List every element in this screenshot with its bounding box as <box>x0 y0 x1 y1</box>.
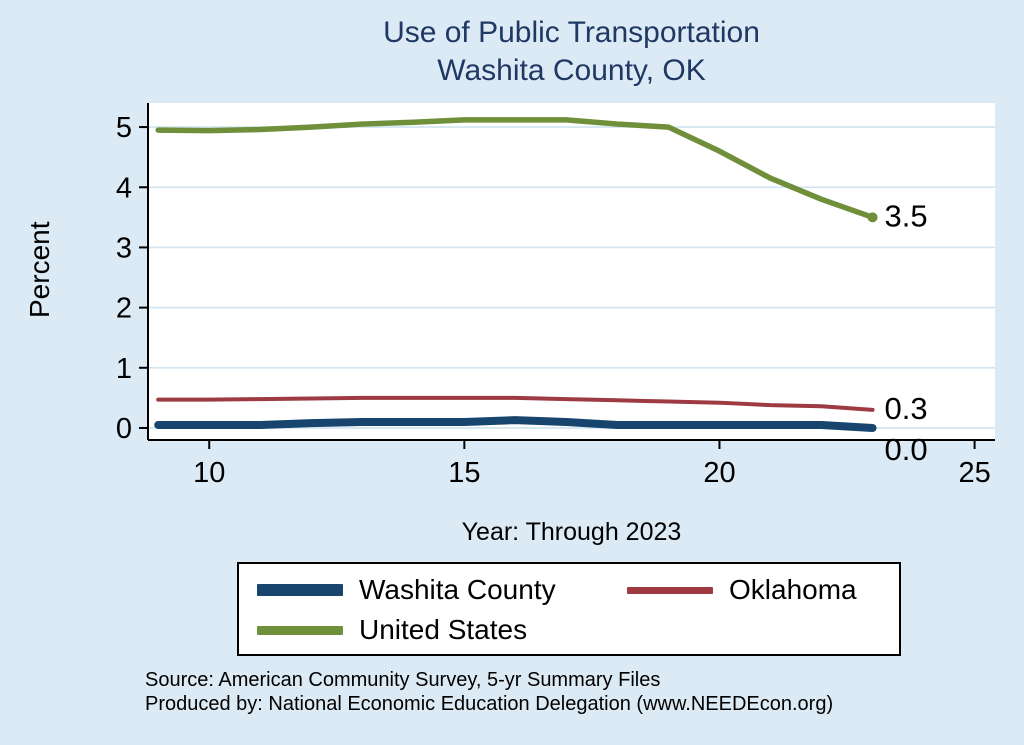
chart-title-line2: Washita County, OK <box>437 54 706 87</box>
legend-item-oklahoma: Oklahoma <box>627 574 899 606</box>
x-tick-label: 10 <box>193 457 225 489</box>
united-states-line-swatch <box>257 625 343 635</box>
series-line-washita-county <box>154 416 877 432</box>
oklahoma-line-swatch <box>627 586 713 594</box>
y-tick-label: 5 <box>116 112 132 144</box>
legend-label-oklahoma: Oklahoma <box>729 574 857 605</box>
y-tick-label: 3 <box>116 232 132 264</box>
plot-background <box>148 103 995 440</box>
legend: Washita County Oklahoma United States <box>237 562 901 656</box>
source-line: Source: American Community Survey, 5-yr … <box>145 669 661 691</box>
x-tick-label: 15 <box>448 457 480 489</box>
source-note: Source: American Community Survey, 5-yr … <box>145 668 833 716</box>
series-line-oklahoma <box>156 395 875 412</box>
legend-label-washita-county: Washita County <box>359 574 556 605</box>
y-tick-label: 4 <box>116 172 132 204</box>
end-label-oklahoma: 0.3 <box>885 391 928 426</box>
end-label-united-states: 3.5 <box>885 198 928 233</box>
x-tick-label: 25 <box>958 457 990 489</box>
series-line-united-states <box>155 117 876 221</box>
chart-title: Use of Public Transportation Washita Cou… <box>148 14 995 90</box>
legend-item-washita-county: Washita County <box>257 574 627 606</box>
x-tick-label: 20 <box>703 457 735 489</box>
y-tick-label: 0 <box>116 413 132 445</box>
x-axis-label: Year: Through 2023 <box>461 518 682 546</box>
y-tick-label: 1 <box>116 353 132 385</box>
washita-county-line-swatch <box>257 584 343 596</box>
united-states-end-marker <box>867 212 878 223</box>
producer-line: Produced by: National Economic Education… <box>145 693 834 715</box>
chart-title-line1: Use of Public Transportation <box>383 16 760 49</box>
end-label-washita-county: 0.0 <box>885 432 928 467</box>
legend-label-united-states: United States <box>359 614 528 645</box>
legend-item-united-states: United States <box>257 614 627 646</box>
y-tick-label: 2 <box>116 293 132 325</box>
